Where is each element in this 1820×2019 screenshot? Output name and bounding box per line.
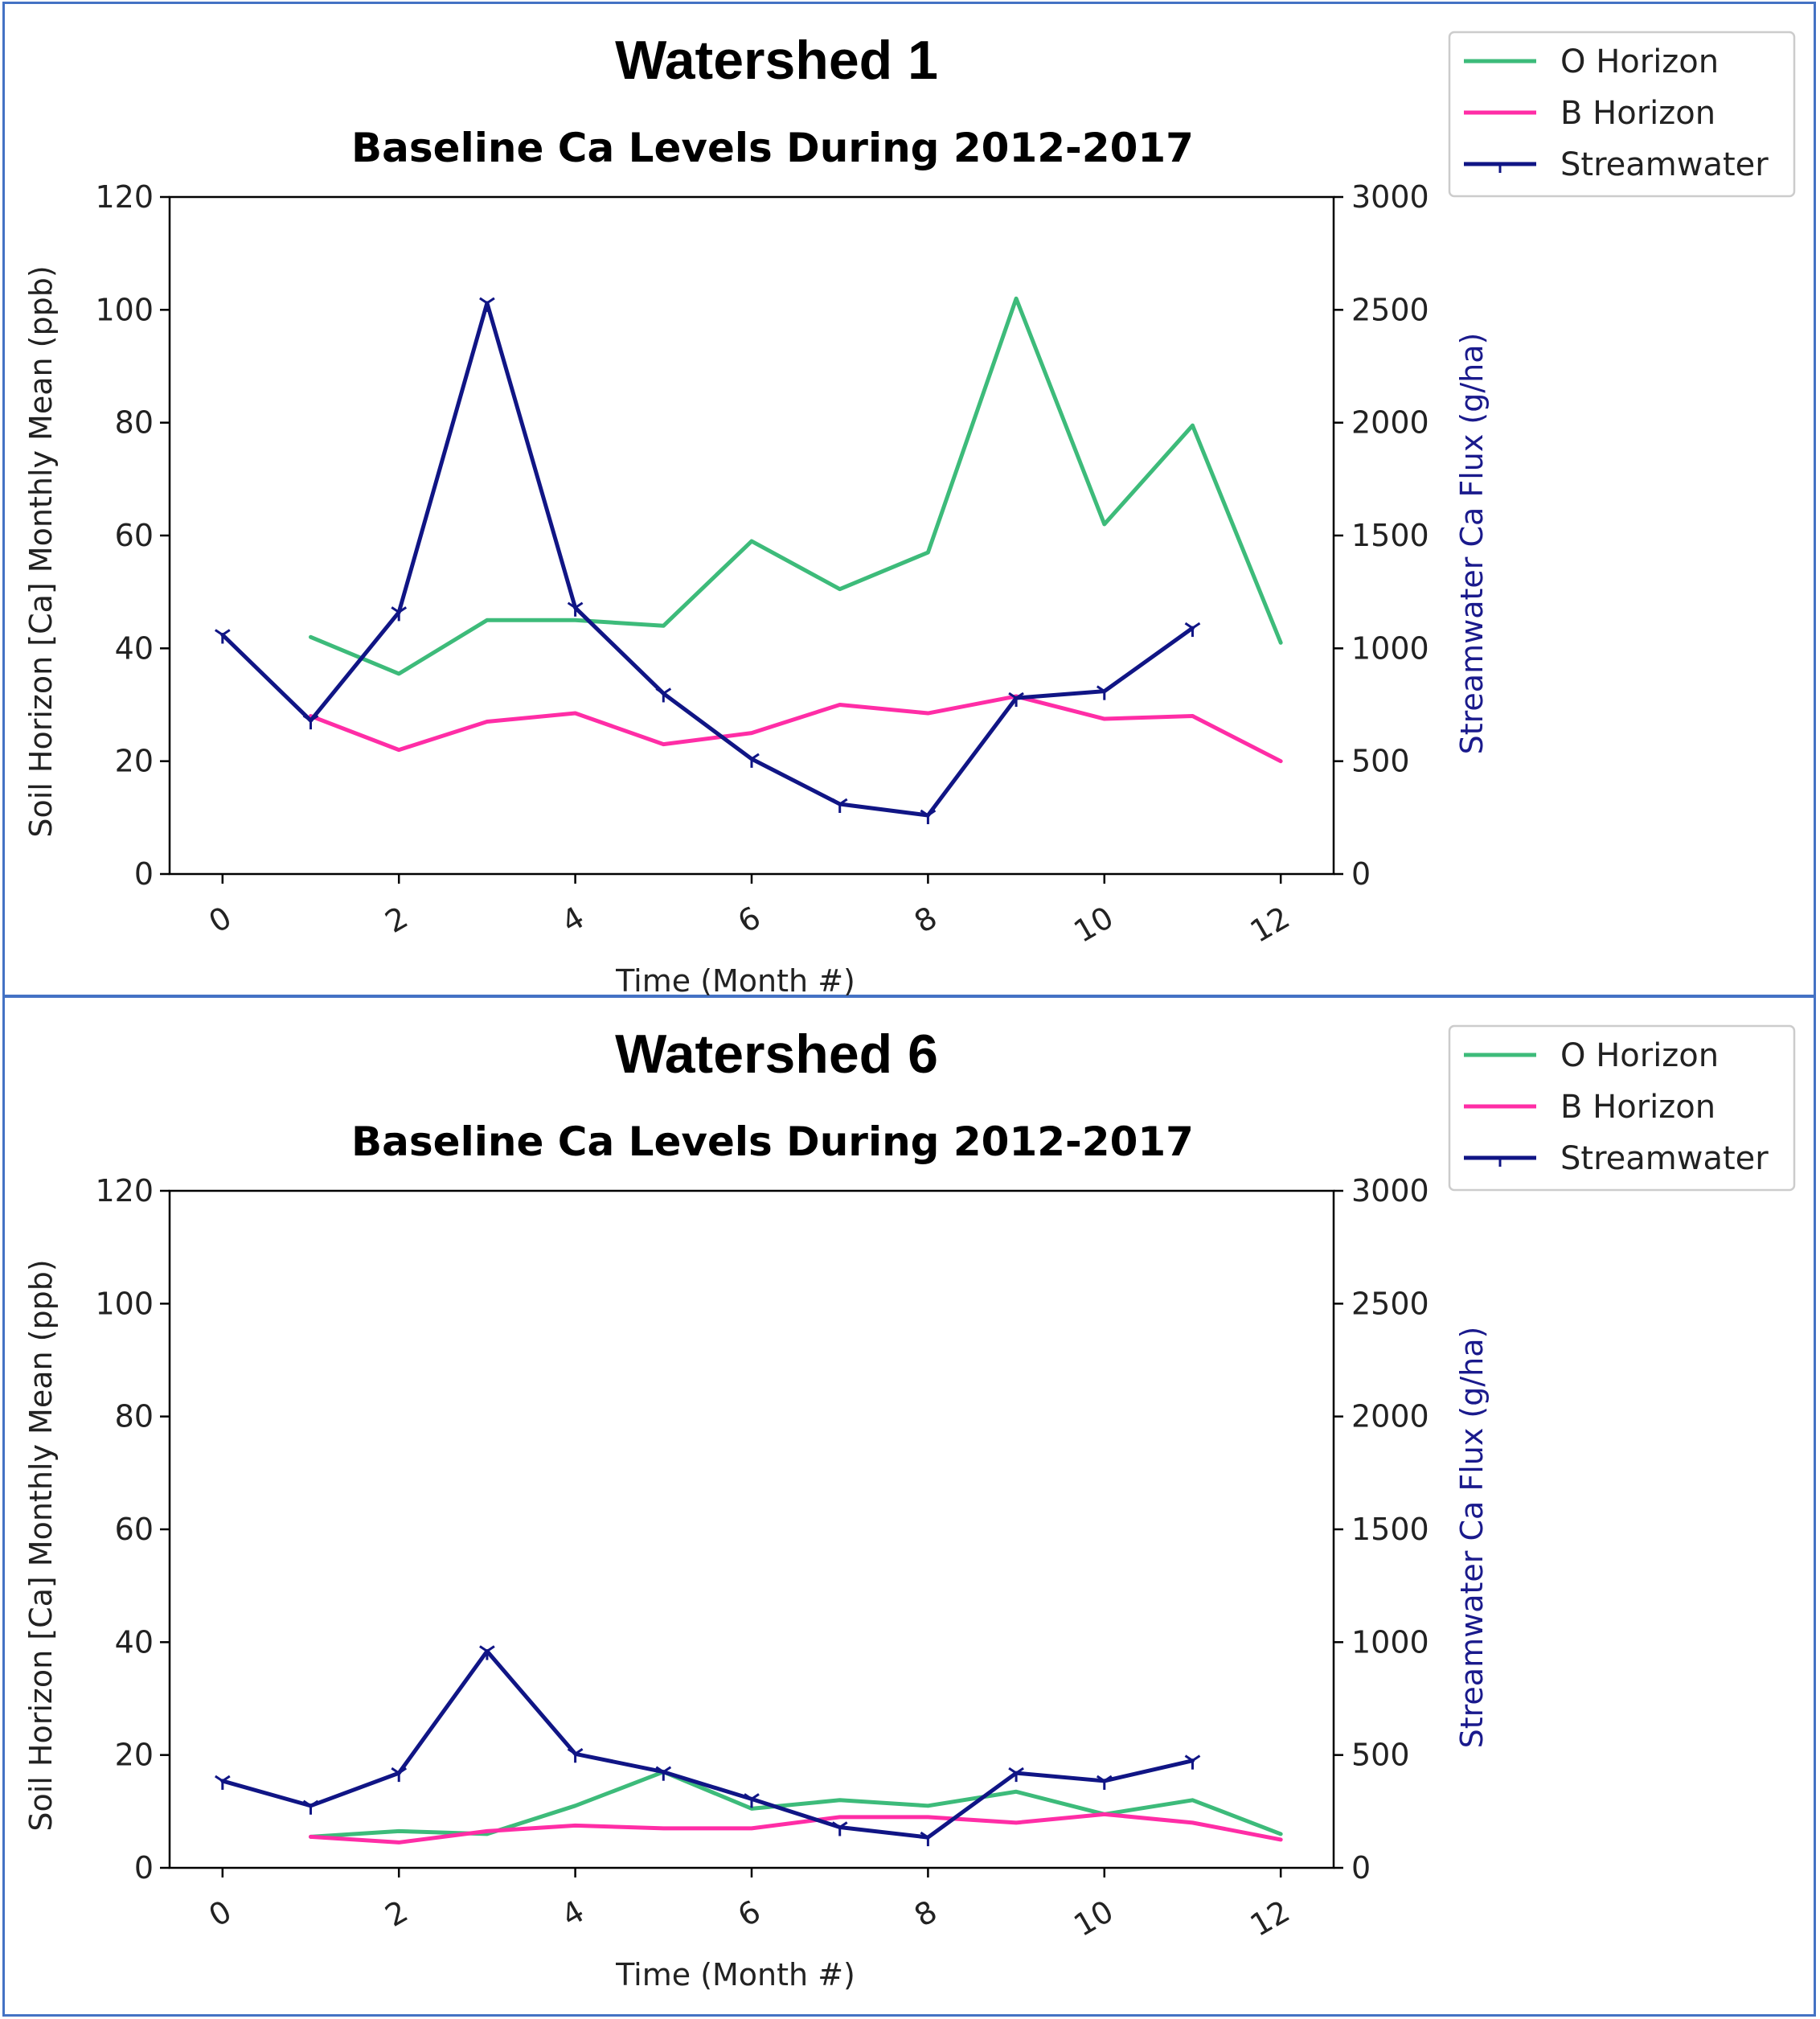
data-point-streamwater	[744, 753, 760, 768]
data-point-streamwater	[302, 714, 319, 730]
data-point-streamwater	[1184, 1754, 1201, 1770]
y2-tick-label: 1000	[1351, 1624, 1429, 1660]
watershed-1-chart: Watershed 1 Baseline Ca Levels During 201…	[23, 30, 1796, 999]
data-point-streamwater	[744, 1793, 760, 1808]
series-line-streamwater	[220, 301, 1195, 818]
series-line-o-horizon	[309, 296, 1283, 676]
y-tick-label: 20	[115, 744, 154, 779]
y-axis-label: Soil Horizon [Ca] Monthly Mean (ppb)	[23, 265, 59, 837]
legend-label-o-horizon: O Horizon	[1560, 1037, 1719, 1074]
y-tick-label: 0	[134, 856, 154, 892]
data-point-streamwater	[920, 1831, 937, 1847]
x-tick-label: 8	[908, 1894, 943, 1934]
legend-label-b-horizon: B Horizon	[1560, 95, 1715, 132]
legend-label-b-horizon: B Horizon	[1560, 1089, 1715, 1126]
watershed-6-panel: Watershed 6 Baseline Ca Levels During 201…	[2, 995, 1816, 2017]
y2-tick-label: 2500	[1351, 1286, 1429, 1321]
x-tick-label: 2	[379, 1894, 414, 1934]
x-tick-label: 12	[1244, 900, 1296, 950]
x-tick-label: 12	[1244, 1894, 1296, 1943]
x-tick-label: 4	[555, 900, 590, 940]
y2-tick-label: 3000	[1351, 179, 1429, 215]
panel-title: Watershed 6	[615, 1024, 938, 1085]
legend-label-streamwater: Streamwater	[1560, 1140, 1769, 1177]
legend: O Horizon B Horizon Streamwater	[1448, 1024, 1796, 1192]
x-axis-label: Time (Month #)	[615, 963, 855, 999]
y2-tick-label: 1000	[1351, 630, 1429, 666]
x-tick-label: 4	[555, 1894, 590, 1934]
legend-label-o-horizon: O Horizon	[1560, 43, 1719, 80]
x-axis-label: Time (Month #)	[615, 1957, 855, 1992]
data-point-streamwater	[214, 1775, 231, 1790]
y-tick-label: 120	[95, 179, 154, 215]
data-point-streamwater	[391, 606, 408, 622]
watershed-1-panel: Watershed 1 Baseline Ca Levels During 201…	[2, 2, 1816, 999]
data-point-streamwater	[567, 1748, 584, 1763]
data-point-streamwater	[214, 629, 231, 644]
x-tick-label: 2	[379, 900, 414, 940]
y2-tick-label: 3000	[1351, 1173, 1429, 1209]
data-point-streamwater	[302, 1799, 319, 1815]
legend-box	[1448, 1024, 1796, 1192]
y2-axis-label: Streamwater Ca Flux (g/ha)	[1454, 333, 1490, 755]
y-tick-label: 40	[115, 630, 154, 666]
y-axis-label: Soil Horizon [Ca] Monthly Mean (ppb)	[23, 1259, 59, 1831]
x-tick-label: 8	[908, 900, 943, 940]
chart-title: Baseline Ca Levels During 2012-2017	[351, 1118, 1194, 1165]
y2-tick-label: 1500	[1351, 518, 1429, 553]
x-tick-label: 0	[203, 1894, 237, 1934]
y-tick-label: 60	[115, 1512, 154, 1547]
legend-label-streamwater: Streamwater	[1560, 146, 1769, 183]
y-tick-label: 80	[115, 1399, 154, 1434]
y-tick-label: 40	[115, 1624, 154, 1660]
watershed-6-chart: Watershed 6 Baseline Ca Levels During 201…	[23, 1024, 1796, 1992]
plot-area-frame	[168, 195, 1335, 876]
chart-title: Baseline Ca Levels During 2012-2017	[351, 125, 1194, 171]
series-line-b-horizon	[309, 694, 1283, 764]
y2-tick-label: 0	[1351, 1850, 1371, 1886]
x-tick-label: 6	[732, 1894, 767, 1934]
y2-axis-label: Streamwater Ca Flux (g/ha)	[1454, 1327, 1490, 1749]
y-tick-label: 120	[95, 1173, 154, 1209]
data-point-streamwater	[1096, 685, 1113, 700]
plot-area-frame	[168, 1189, 1335, 1869]
y2-tick-label: 500	[1351, 744, 1410, 779]
y2-tick-label: 500	[1351, 1738, 1410, 1773]
data-point-streamwater	[1008, 691, 1024, 708]
data-point-streamwater	[1184, 622, 1201, 638]
data-point-streamwater	[920, 809, 937, 825]
x-tick-label: 6	[732, 900, 767, 940]
x-tick-label: 10	[1068, 1894, 1119, 1943]
data-point-streamwater	[391, 1767, 408, 1783]
series-line-streamwater	[220, 1649, 1195, 1840]
data-point-streamwater	[479, 1645, 495, 1660]
data-point-streamwater	[1008, 1767, 1024, 1783]
series-line-o-horizon	[309, 1770, 1283, 1839]
y2-tick-label: 0	[1351, 856, 1371, 892]
data-point-streamwater	[655, 687, 672, 703]
x-tick-label: 10	[1068, 900, 1119, 950]
data-point-streamwater	[1096, 1775, 1113, 1790]
panel-title: Watershed 1	[615, 30, 938, 91]
y-tick-label: 80	[115, 405, 154, 441]
data-point-streamwater	[479, 297, 495, 312]
y-tick-label: 60	[115, 518, 154, 553]
data-point-streamwater	[567, 601, 584, 617]
y-tick-label: 100	[95, 1286, 154, 1321]
y2-tick-label: 2000	[1351, 405, 1429, 441]
y-tick-label: 20	[115, 1738, 154, 1773]
y-tick-label: 100	[95, 292, 154, 327]
data-point-streamwater	[831, 798, 848, 813]
x-tick-label: 0	[203, 900, 237, 940]
y2-tick-label: 2500	[1351, 292, 1429, 327]
legend: O Horizon B Horizon Streamwater	[1448, 31, 1796, 198]
series-line-b-horizon	[309, 1812, 1283, 1845]
y2-tick-label: 1500	[1351, 1512, 1429, 1547]
y-tick-label: 0	[134, 1850, 154, 1886]
y2-tick-label: 2000	[1351, 1399, 1429, 1434]
data-point-streamwater	[831, 1821, 848, 1836]
data-point-streamwater	[655, 1766, 672, 1781]
legend-box	[1448, 31, 1796, 198]
